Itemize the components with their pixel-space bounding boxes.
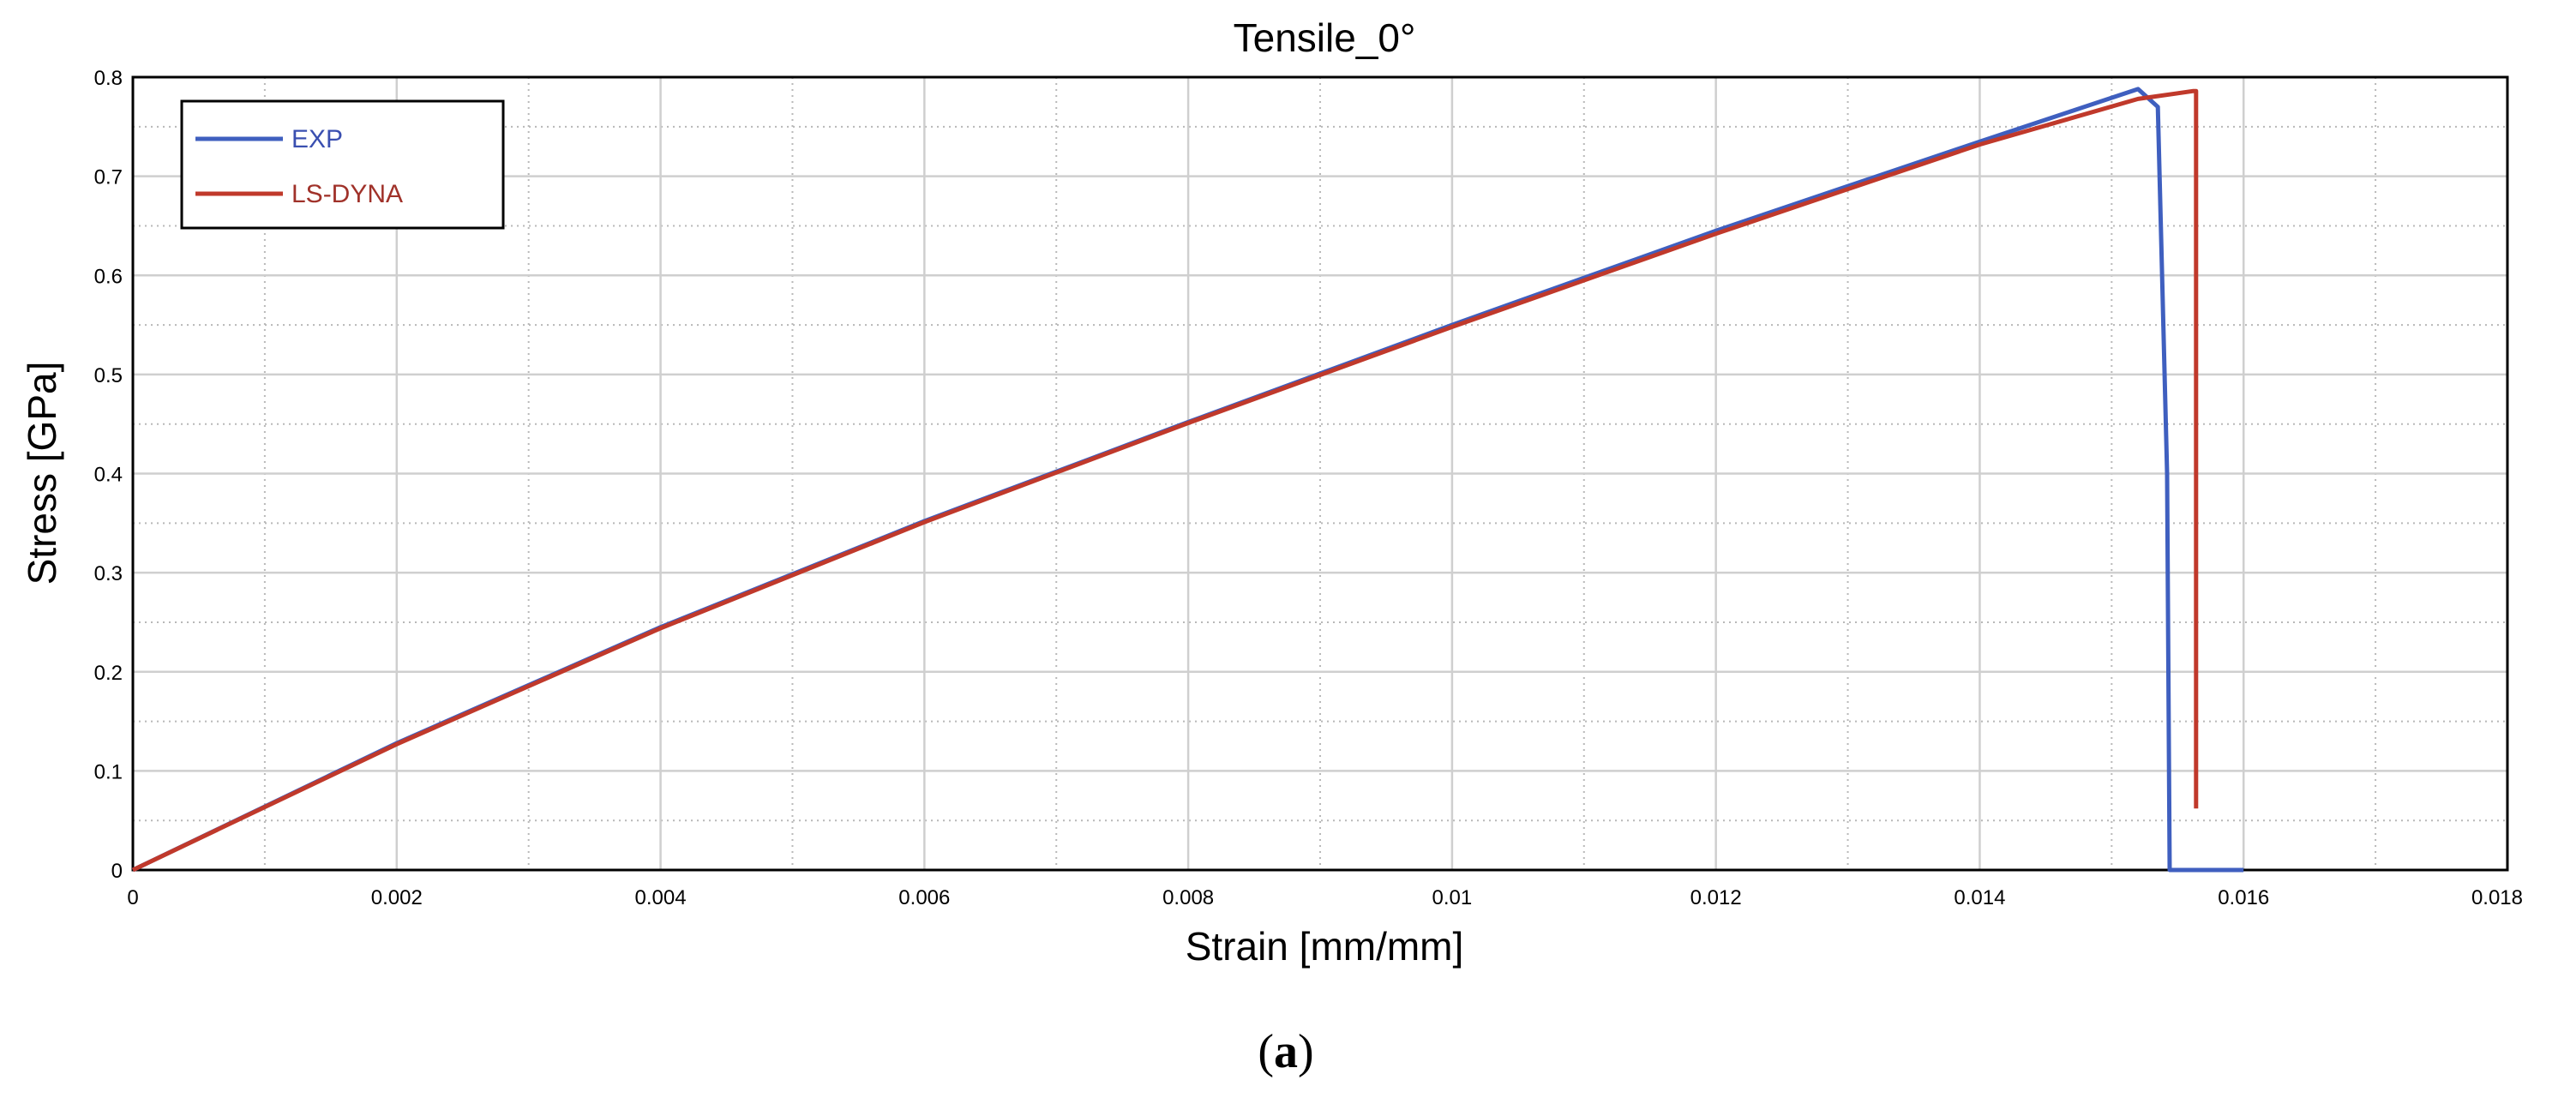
x-tick-label: 0.01: [1432, 886, 1473, 909]
legend-box: [180, 99, 505, 230]
x-tick-label: 0.014: [1954, 886, 2005, 909]
x-tick-label: 0.002: [371, 886, 423, 909]
series-layer: [131, 87, 2244, 873]
x-tick-label: 0.018: [2471, 886, 2523, 909]
x-tick-label: 0.006: [898, 886, 950, 909]
legend-label-lsdyna: LS-DYNA: [291, 180, 403, 208]
series-line-ls-dyna: [131, 88, 2199, 873]
plot-area-frame: [131, 75, 2509, 872]
y-tick-label: 0.8: [94, 67, 123, 90]
x-tick-label: 0.012: [1690, 886, 1742, 909]
x-tick-label: 0: [127, 886, 138, 909]
legend: EXP LS-DYNA: [180, 99, 505, 230]
y-tick-label: 0.3: [94, 562, 123, 585]
y-tick-label: 0.5: [94, 364, 123, 387]
x-axis-title: Strain [mm/mm]: [1186, 924, 1464, 969]
x-tick-label: 0.004: [635, 886, 687, 909]
x-tick-label: 0.008: [1162, 886, 1214, 909]
y-tick-label: 0.1: [94, 760, 123, 783]
y-tick-label: 0: [111, 860, 123, 883]
figure-caption: (a): [1258, 1025, 1313, 1078]
y-tick-label: 0.2: [94, 662, 123, 685]
y-tick-label: 0.4: [94, 464, 123, 487]
tick-labels: 0 0.002 0.004 0.006 0.008 0.01 0.012 0.014 0.016…: [94, 67, 2523, 909]
chart-title: Tensile_0°: [1234, 15, 1416, 60]
x-tick-label: 0.016: [2218, 886, 2269, 909]
legend-label-exp: EXP: [291, 125, 343, 153]
y-tick-label: 0.7: [94, 166, 123, 189]
y-tick-label: 0.6: [94, 265, 123, 288]
y-axis-title: Stress [GPa]: [20, 362, 64, 585]
